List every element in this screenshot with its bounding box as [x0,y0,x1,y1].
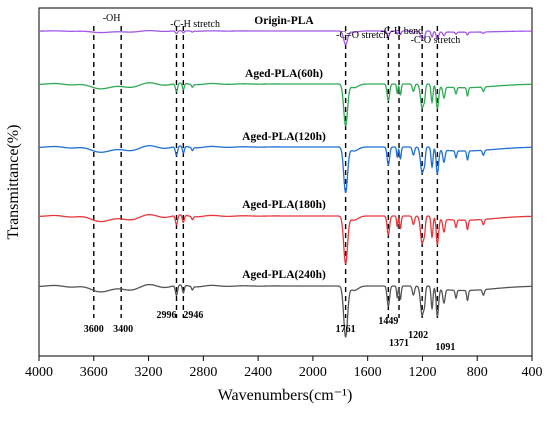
peak-label: 2996 [156,310,176,321]
x-tick-label: 800 [467,365,488,380]
peak-label: 1371 [389,338,409,349]
band-annotation: -OH [103,13,121,24]
band-annotation: -C-H bend [381,26,424,37]
band-annotation: -C-O stretch [411,35,461,46]
band-annotation: -C=O stretch [336,30,388,41]
peak-label: 3400 [113,324,133,335]
series-line [39,29,532,46]
x-tick-label: 400 [522,365,543,380]
x-tick-label: 3600 [80,365,108,380]
series-line [39,145,533,194]
x-ticks: 4000 3600 3200 2800 2400 2000 1600 1200 800 400 [25,356,543,380]
peak-label: 1449 [378,316,398,327]
series-line [39,82,532,127]
series-label: Aged-PLA(60h) [245,68,323,80]
series-labels: Origin-PLA Aged-PLA(60h) Aged-PLA(120h) Age… [242,15,326,281]
series-label: Aged-PLA(120h) [242,131,326,143]
x-tick-label: 2800 [189,365,217,380]
series-label: Aged-PLA(180h) [242,199,326,211]
peak-label: 1761 [336,324,356,335]
series-line [39,283,533,338]
band-annotation: -C-H stretch [170,19,220,30]
spectra [39,29,533,338]
series-label: Aged-PLA(240h) [242,269,326,281]
x-tick-label: 2400 [244,365,272,380]
series-line [39,214,532,265]
plot-frame [38,7,533,357]
peak-label: 3600 [84,324,104,335]
x-tick-label: 4000 [25,365,53,380]
series-label: Origin-PLA [254,15,314,27]
x-tick-label: 1200 [408,365,436,380]
x-tick-label: 2000 [299,365,327,380]
x-axis-title: Wavenumbers(cm⁻¹) [218,387,353,404]
band-annotations: -OH -C-H stretch -C=O stretch-C-H bend-C-O… [103,13,461,46]
x-tick-label: 3200 [135,365,163,380]
peak-label: 2946 [183,310,203,321]
x-tick-label: 1600 [354,365,382,380]
y-axis-title: Transmittance(%) [5,125,22,240]
peak-label: 1202 [408,330,428,341]
peak-label: 1091 [435,342,455,353]
